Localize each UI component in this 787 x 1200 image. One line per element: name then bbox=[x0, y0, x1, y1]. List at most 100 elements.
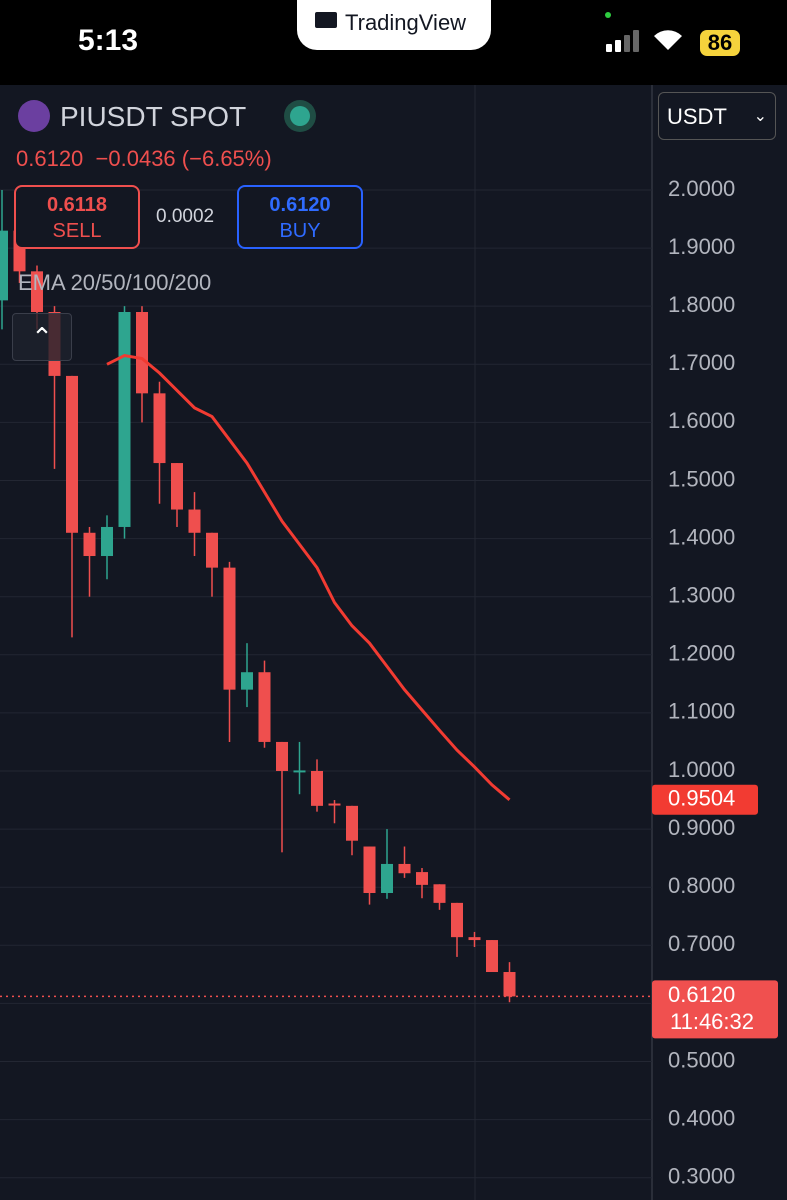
ema-price-label: 0.9504 bbox=[668, 786, 735, 811]
candle-body bbox=[153, 393, 166, 464]
change-pct: (−6.65%) bbox=[181, 146, 272, 171]
candle-body bbox=[83, 532, 96, 557]
currency-select[interactable]: USDT ⌄ bbox=[658, 92, 776, 140]
candle-body bbox=[398, 863, 411, 874]
status-bar: 5:13 TradingView 86 bbox=[0, 0, 787, 85]
buy-label: BUY bbox=[279, 220, 321, 242]
candle-body bbox=[468, 937, 481, 941]
chart: 2.0000 1.9000 1.8000 1.7000 1.6000 1.5000 1.40… bbox=[0, 85, 787, 1200]
candle bbox=[241, 643, 253, 708]
candle bbox=[468, 931, 481, 948]
candle-body bbox=[223, 567, 236, 690]
y-tick-label: 0.9000 bbox=[668, 815, 735, 840]
y-tick-label: 2.0000 bbox=[668, 176, 735, 201]
candle bbox=[66, 375, 78, 638]
candle-body bbox=[363, 846, 376, 893]
ema-price-tag bbox=[652, 784, 758, 815]
currency: USDT bbox=[667, 104, 727, 129]
sell-price: 0.6118 bbox=[46, 194, 108, 216]
y-tick-label: 1.1000 bbox=[668, 699, 735, 724]
y-tick-label: 1.5000 bbox=[668, 466, 735, 491]
y-tick-label: 1.0000 bbox=[668, 757, 735, 782]
buy-price: 0.6120 bbox=[269, 194, 331, 216]
wifi bbox=[654, 30, 682, 50]
y-tick-label: 0.3000 bbox=[668, 1164, 735, 1189]
logo bbox=[315, 12, 337, 28]
candle bbox=[346, 805, 358, 856]
y-tick-label: 0.7000 bbox=[668, 931, 735, 956]
candle-body bbox=[171, 463, 183, 510]
candle bbox=[276, 741, 288, 853]
app-name: TradingView bbox=[345, 10, 467, 35]
y-tick-label: 0.8000 bbox=[668, 873, 735, 898]
y-tick-label: 1.4000 bbox=[668, 524, 735, 549]
candle-body bbox=[118, 311, 131, 527]
market-status bbox=[290, 106, 310, 126]
countdown: 11:46:32 bbox=[670, 1009, 754, 1034]
change: −0.0436 bbox=[95, 146, 176, 171]
y-tick-label: 1.9000 bbox=[668, 234, 735, 259]
candle-body bbox=[346, 805, 358, 841]
candle-body bbox=[451, 902, 463, 938]
indicator-label: EMA 20/50/100/200 bbox=[18, 270, 212, 295]
candle-body bbox=[293, 770, 306, 773]
y-tick-label: 1.2000 bbox=[668, 641, 735, 666]
candle-body bbox=[416, 872, 428, 885]
candle-body bbox=[276, 741, 288, 771]
candle-body bbox=[503, 972, 516, 997]
candle bbox=[188, 492, 201, 557]
last-price-tag bbox=[652, 980, 778, 1039]
candle bbox=[153, 381, 166, 504]
y-tick-label: 1.3000 bbox=[668, 583, 735, 608]
ema-line bbox=[106, 354, 511, 801]
candle bbox=[503, 962, 516, 1003]
signal bbox=[606, 30, 640, 52]
candle-body bbox=[241, 672, 253, 690]
candle-body bbox=[328, 803, 341, 806]
y-tick-label: 1.6000 bbox=[668, 408, 735, 433]
candle bbox=[433, 884, 446, 910]
collapse-button[interactable]: ⌃ bbox=[12, 313, 72, 361]
y-tick-label: 1.8000 bbox=[668, 292, 735, 317]
candle-body bbox=[486, 940, 498, 973]
candle bbox=[206, 532, 218, 597]
buy-button[interactable]: 0.6120 BUY bbox=[237, 185, 363, 249]
candle-body bbox=[206, 532, 218, 568]
candle-body bbox=[101, 526, 113, 557]
battery: 86 bbox=[700, 30, 740, 56]
candle bbox=[171, 463, 183, 527]
y-tick-label: 0.4000 bbox=[668, 1105, 735, 1130]
spread: 0.0002 bbox=[156, 206, 215, 227]
candle bbox=[451, 902, 463, 957]
sell-label: SELL bbox=[52, 220, 102, 242]
app-pill: TradingView bbox=[297, 0, 491, 50]
candle bbox=[136, 306, 148, 423]
candle bbox=[223, 561, 236, 742]
candle bbox=[416, 868, 428, 899]
candle bbox=[363, 846, 376, 905]
sell-button[interactable]: 0.6118 SELL bbox=[14, 185, 140, 249]
candle bbox=[486, 940, 498, 973]
candle bbox=[381, 829, 393, 899]
coin-icon bbox=[18, 100, 50, 132]
last-price-label: 0.6120 bbox=[668, 982, 735, 1007]
y-tick-label: 0.5000 bbox=[668, 1047, 735, 1072]
price-line: 0.6120 −0.0436 (−6.65%) bbox=[16, 146, 272, 172]
candle bbox=[398, 846, 411, 878]
y-tick-label: 1.7000 bbox=[668, 350, 735, 375]
price: 0.6120 bbox=[16, 146, 84, 171]
candle-body bbox=[381, 863, 393, 893]
candle-body bbox=[258, 672, 271, 742]
candle bbox=[101, 515, 113, 580]
clock: 5:13 bbox=[78, 24, 139, 57]
candle-body bbox=[188, 509, 201, 533]
candle bbox=[118, 306, 131, 539]
candle-body bbox=[433, 884, 446, 903]
candle-body bbox=[31, 271, 43, 312]
candle-body bbox=[136, 311, 148, 394]
candle bbox=[328, 800, 341, 824]
candle bbox=[0, 189, 8, 330]
symbol: PIUSDT SPOT bbox=[60, 101, 247, 132]
candle bbox=[311, 759, 323, 812]
candle-body bbox=[66, 375, 78, 533]
